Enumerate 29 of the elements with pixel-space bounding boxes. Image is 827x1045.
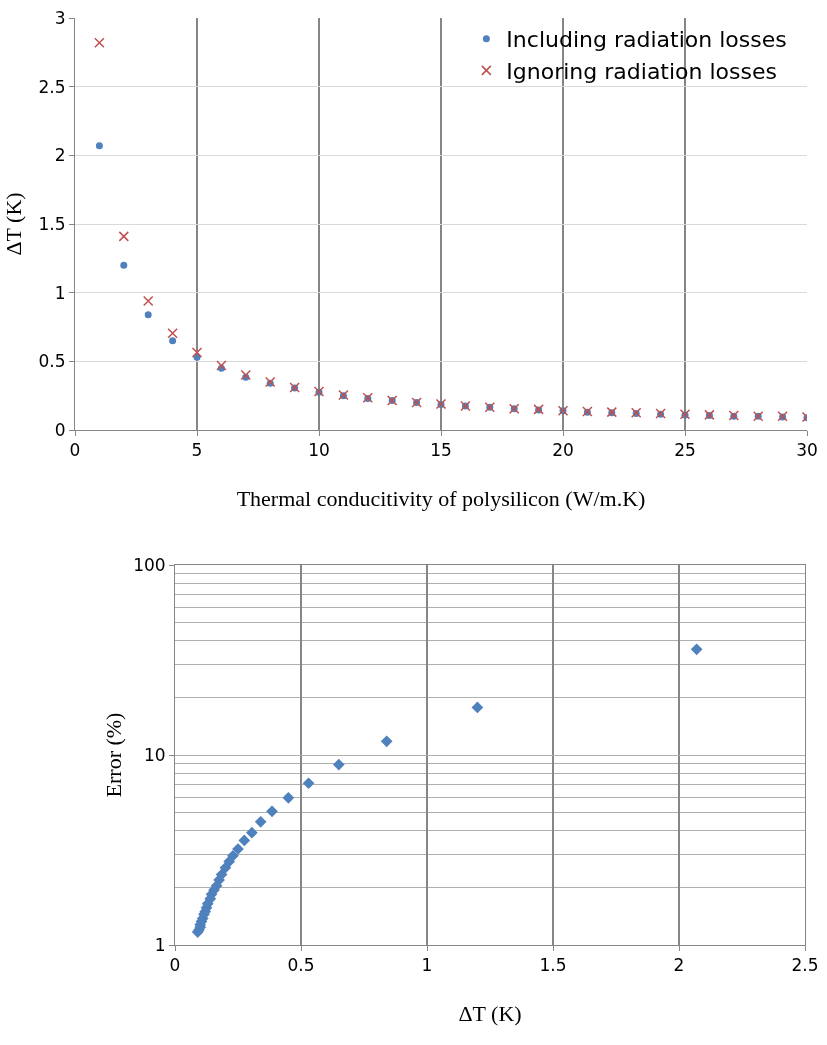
- y-axis-title: Error (%): [101, 712, 126, 798]
- x-tick-label: 2.5: [791, 955, 819, 976]
- x-tick-label: 30: [796, 440, 818, 461]
- x-tick-label: 5: [191, 440, 203, 461]
- legend-label: Including radiation losses: [506, 27, 787, 53]
- y-tick-label: 1: [54, 282, 66, 303]
- x-tick-label: 20: [552, 440, 574, 461]
- y-tick-label: 3: [54, 7, 66, 28]
- x-axis-title: Thermal conducitivity of polysilicon (W/m.K): [236, 486, 646, 511]
- x-tick-label: 15: [430, 440, 452, 461]
- x-tick-label: 0: [169, 955, 181, 976]
- legend-label: Ignoring radiation losses: [506, 58, 777, 84]
- x-tick-label: 1: [421, 955, 433, 976]
- x-tick-label: 10: [308, 440, 330, 461]
- y-tick-label: 0: [54, 419, 66, 440]
- y-axis-title: ΔT (K): [1, 192, 26, 256]
- x-tick-label: 2: [673, 955, 685, 976]
- x-tick-label: 25: [674, 440, 696, 461]
- y-tick-label: 100: [133, 554, 166, 575]
- x-tick-label: 1.5: [539, 955, 567, 976]
- y-tick-label: 1: [154, 934, 166, 955]
- y-tick-label: 1.5: [38, 213, 66, 234]
- y-tick-label: 2: [54, 145, 66, 166]
- x-tick-label: 0: [69, 440, 81, 461]
- y-tick-label: 0.5: [38, 351, 66, 372]
- x-axis-title: ΔT (K): [458, 1001, 522, 1026]
- x-tick-label: 0.5: [287, 955, 315, 976]
- y-tick-label: 10: [143, 744, 166, 765]
- y-tick-label: 2.5: [38, 76, 66, 97]
